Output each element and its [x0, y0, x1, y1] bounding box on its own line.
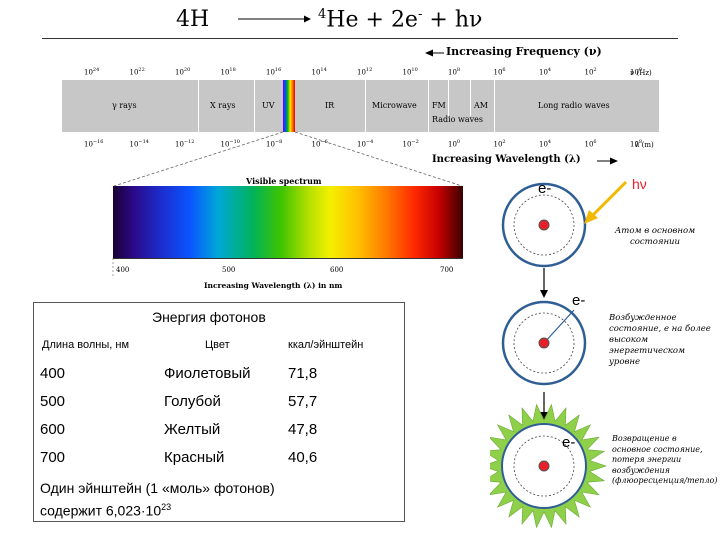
- frequency-tick: 1012: [357, 67, 373, 77]
- wavelength-tick: 104: [539, 139, 552, 149]
- wavelength-tick: 102: [493, 139, 506, 149]
- frequency-tick: 1024: [84, 67, 100, 77]
- em-band: [62, 80, 659, 132]
- photon-arrow: [584, 180, 628, 224]
- frequency-tick: 100: [630, 67, 643, 77]
- table-row: 400 Фиолетовый 71,8: [40, 365, 318, 382]
- band-uv: UV: [262, 101, 275, 110]
- frequency-arrow: [425, 49, 444, 57]
- band-divider: [254, 80, 255, 132]
- electron-label-excited: e-: [572, 292, 586, 309]
- frequency-tick: 104: [539, 67, 552, 77]
- band-divider: [494, 80, 495, 132]
- band-long-radio: Long radio waves: [538, 101, 610, 110]
- wavelength-tick: 100: [448, 139, 461, 149]
- visible-tick: 700: [440, 266, 454, 274]
- band-am: AM: [474, 101, 488, 110]
- wavelength-tick-row: 10−16 10−14 10−12 10−10 10−8 10−6 10−4 10−2 100 1…: [62, 136, 662, 150]
- einstein-exponent: 23: [161, 502, 172, 512]
- wavelength-unit: λ (m): [635, 141, 654, 149]
- band-xray: X rays: [210, 101, 236, 110]
- frequency-tick: 1014: [311, 67, 327, 77]
- equation-rule: [42, 38, 678, 39]
- visible-tick: 500: [222, 266, 236, 274]
- table-title: Энергия фотонов: [152, 309, 266, 325]
- equation-rhs: 4He + 2e- + hν: [318, 7, 482, 32]
- plus-sign: +: [429, 7, 448, 33]
- table-row: 700 Красный 40,6: [40, 449, 318, 466]
- transition-arrow: [540, 392, 548, 420]
- visible-axis: [113, 258, 463, 259]
- equation-lhs: 4H: [176, 7, 210, 32]
- band-gamma: γ rays: [112, 101, 137, 110]
- atom-diagrams: [490, 180, 628, 529]
- frequency-tick: 106: [493, 67, 506, 77]
- table-header-energy: ккал/эйнштейн: [288, 339, 364, 351]
- wavelength-title: Increasing Wavelength (λ): [432, 154, 581, 165]
- wavelength-tick: 10−4: [357, 139, 374, 149]
- wavelength-tick: 10−6: [311, 139, 328, 149]
- visible-axis-title: Increasing Wavelength (λ) in nm: [204, 281, 343, 290]
- visible-strip: [283, 80, 295, 132]
- frequency-tick: 1020: [175, 67, 191, 77]
- band-divider: [198, 80, 199, 132]
- band-radio-waves: Radio waves: [432, 115, 483, 124]
- reaction-arrow: [238, 15, 311, 23]
- ground-caption: Атом в основном состоянии: [614, 226, 696, 247]
- photon-label: hν: [632, 176, 647, 192]
- frequency-tick: 1022: [129, 67, 145, 77]
- electron-label-return: e-: [562, 434, 576, 451]
- wavelength-tick: 10−8: [266, 139, 283, 149]
- return-caption: Возвращение в основное состояние, потеря…: [612, 434, 718, 485]
- band-microwave: Microwave: [372, 101, 417, 110]
- band-fm: FM: [432, 101, 446, 110]
- frequency-title: Increasing Frequency (ν): [446, 45, 602, 58]
- wavelength-tick: 10−2: [402, 139, 419, 149]
- zoom-guides: [112, 131, 463, 276]
- wavelength-tick: 10−12: [175, 139, 195, 149]
- photon-term: hν: [454, 7, 483, 33]
- he-mass-number: 4: [318, 7, 327, 22]
- frequency-tick-row: 1024 1022 1020 1018 1016 1014 1012 1010 108 106 10…: [62, 64, 662, 78]
- wavelength-tick: 10−16: [84, 139, 104, 149]
- excited-caption: Возбужденное состояние, е на более высок…: [609, 313, 711, 367]
- visible-spectrum-gradient: [113, 186, 463, 258]
- frequency-tick: 1010: [402, 67, 418, 77]
- table-row: 600 Желтый 47,8: [40, 421, 318, 438]
- visible-tick: 600: [330, 266, 344, 274]
- electron-label-ground: e-: [538, 180, 552, 197]
- band-ir: IR: [325, 101, 335, 110]
- electron-charge: -: [417, 7, 423, 22]
- transition-arrow: [540, 268, 548, 298]
- visible-title: Visible spectrum: [246, 176, 322, 186]
- frequency-unit: ν (Hz): [630, 69, 652, 77]
- band-divider: [448, 80, 449, 116]
- atom-fluorescence: [490, 403, 607, 529]
- electrons-term: 2e: [390, 7, 418, 33]
- table-header-wavelength: Длина волны, нм: [42, 339, 130, 351]
- table-header-color: Цвет: [205, 339, 230, 351]
- wavelength-tick: 106: [584, 139, 597, 149]
- einstein-note: Один эйнштейн (1 «моль» фотонов) содержи…: [40, 480, 275, 519]
- wavelength-tick: 108: [630, 139, 643, 149]
- wavelength-arrow: [597, 157, 618, 165]
- atom-ground: [501, 182, 587, 268]
- photon-energy-table: Энергия фотонов Длина волны, нм Цвет кка…: [33, 302, 405, 522]
- plus-sign: +: [365, 7, 384, 33]
- atom-excited: [501, 300, 587, 386]
- wavelength-tick: 10−14: [129, 139, 149, 149]
- band-divider: [365, 80, 366, 132]
- band-divider: [470, 80, 471, 116]
- visible-tick: 400: [116, 266, 130, 274]
- wavelength-tick: 10−10: [220, 139, 240, 149]
- he-symbol: He: [326, 7, 359, 33]
- frequency-tick: 108: [448, 67, 461, 77]
- band-divider: [428, 80, 429, 132]
- frequency-tick: 1018: [220, 67, 236, 77]
- table-row: 500 Голубой 57,7: [40, 393, 318, 410]
- frequency-tick: 102: [584, 67, 597, 77]
- frequency-tick: 1016: [266, 67, 282, 77]
